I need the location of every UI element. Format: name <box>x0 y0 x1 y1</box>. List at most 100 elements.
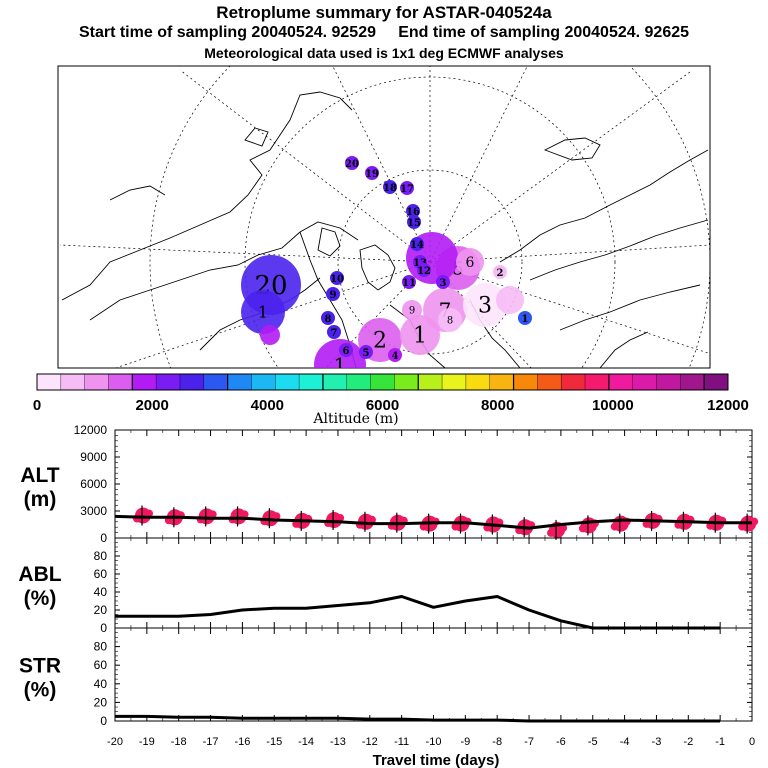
altitude-scatter-point <box>578 524 587 533</box>
trajectory-point <box>330 271 344 285</box>
colorbar-cell <box>60 374 86 390</box>
plume-blob <box>402 300 422 320</box>
altitude-scatter-point <box>272 512 281 521</box>
trajectory-point-label: 3 <box>440 278 447 289</box>
x-tick-label: -11 <box>394 736 409 748</box>
trajectory-point-label: 18 <box>383 183 397 194</box>
plume-day-label: 1 <box>334 353 347 377</box>
trajectory-point <box>388 348 402 362</box>
plume-blob <box>463 283 507 327</box>
colorbar-cell <box>632 374 658 390</box>
colorbar-cell <box>656 374 681 390</box>
trajectory-point <box>383 180 397 194</box>
colorbar-tick-label: 12000 <box>707 397 749 414</box>
trajectory-point <box>359 345 373 359</box>
series-line <box>114 514 752 530</box>
colorbar-tick-label: 0 <box>33 397 41 414</box>
trajectory-point-label: 11 <box>402 278 416 289</box>
trajectory-point <box>327 325 341 339</box>
trajectory-markers: 2011217539682019181716151413121110987654… <box>241 156 532 377</box>
trajectory-point-label: 19 <box>365 169 379 180</box>
trajectory-point-label: 15 <box>407 218 421 229</box>
trajectory-point-label: 8 <box>325 314 332 325</box>
x-tick-label: -13 <box>330 736 346 748</box>
y-tick-label: 20 <box>94 695 108 709</box>
trajectory-point <box>339 343 353 357</box>
colorbar-cell <box>561 374 586 390</box>
series-line <box>115 595 721 630</box>
trajectory-point <box>417 263 431 277</box>
colorbar-tick-label: 8000 <box>481 397 514 414</box>
trajectory-point-label: 16 <box>406 207 420 218</box>
plume-day-label: 3 <box>478 294 492 319</box>
trajectory-point-label: 14 <box>410 240 424 251</box>
panel-ylabel: STR <box>19 655 61 678</box>
y-tick-label: 80 <box>94 640 108 654</box>
colorbar-cell <box>489 374 515 390</box>
trajectory-point-label: 12 <box>417 266 431 277</box>
map-frame <box>57 65 711 369</box>
panel-ylabel: ALT <box>20 464 59 487</box>
colorbar-cell <box>299 374 324 390</box>
trajectory-point <box>365 166 379 180</box>
plume-day-label: 6 <box>466 255 475 271</box>
panel-ylabel: (m) <box>24 488 57 511</box>
plume-blob <box>438 308 462 332</box>
colorbar-cell <box>227 374 252 390</box>
trajectory-point <box>436 275 450 289</box>
colorbar-cell <box>108 374 133 390</box>
altitude-scatter-point <box>336 514 345 522</box>
trajectory-point-label: 2 <box>497 268 504 279</box>
panel-abl: 0 20 40 60 80 ABL(%) <box>18 537 753 635</box>
x-tick-label: 0 <box>749 736 755 748</box>
trajectory-point <box>410 237 424 251</box>
x-tick-label: -15 <box>266 736 282 748</box>
x-tick-label: -20 <box>107 736 123 748</box>
trajectory-point <box>493 265 507 279</box>
x-tick-label: -2 <box>683 736 693 748</box>
plume-day-label: 9 <box>409 306 415 317</box>
panel-str: 0 20 40 60 80 STR(%) <box>19 627 753 728</box>
x-axis-label: Travel time (days) <box>373 752 500 768</box>
plume-day-label: 1 <box>413 324 427 349</box>
plume-blob <box>241 290 285 334</box>
trajectory-point <box>518 311 532 325</box>
trajectory-point <box>326 287 340 301</box>
x-tick-label: -10 <box>426 736 442 748</box>
trajectory-point-label: 10 <box>330 274 344 285</box>
colorbar-cell <box>203 374 229 390</box>
colorbar-tick-label: 10000 <box>592 397 634 414</box>
colorbar-cell <box>465 374 491 390</box>
panel-ylabel: (%) <box>24 679 57 702</box>
colorbar-cell <box>394 374 419 390</box>
y-tick-label: 60 <box>94 658 108 672</box>
colorbar-cell <box>680 374 705 390</box>
colorbar-cell <box>37 374 62 390</box>
colorbar-cell <box>537 374 562 390</box>
altitude-scatter-point <box>451 522 460 531</box>
colorbar-cell <box>179 374 205 390</box>
colorbar-tick-label: 4000 <box>251 397 284 414</box>
plume-blob <box>260 325 280 345</box>
x-tick-label: -16 <box>234 736 250 748</box>
trajectory-point-label: 6 <box>343 346 350 357</box>
colorbar-cell <box>275 374 300 390</box>
y-tick-label: 80 <box>94 549 108 563</box>
plume-day-label: 1 <box>258 303 268 322</box>
panel-ylabel: ABL <box>18 563 61 586</box>
trajectory-point-label: 1 <box>522 314 529 325</box>
altitude-scatter-point <box>367 515 376 524</box>
time-series-panels: 030006000900012000ALT(m)020406080ABL(%)0… <box>18 423 759 748</box>
trajectory-point-label: 13 <box>413 258 427 269</box>
altitude-scatter-point <box>547 528 556 537</box>
altitude-scatter-point <box>750 517 759 526</box>
y-tick-label: 3000 <box>80 504 107 518</box>
altitude-scatter-point <box>240 510 249 519</box>
x-tick-label: -8 <box>492 736 502 748</box>
altitude-scatter-point <box>738 522 747 531</box>
colorbar-cell <box>84 374 109 390</box>
panel-frame <box>114 627 753 722</box>
altitude-scatter-point <box>610 522 619 531</box>
trajectory-point <box>345 156 359 170</box>
